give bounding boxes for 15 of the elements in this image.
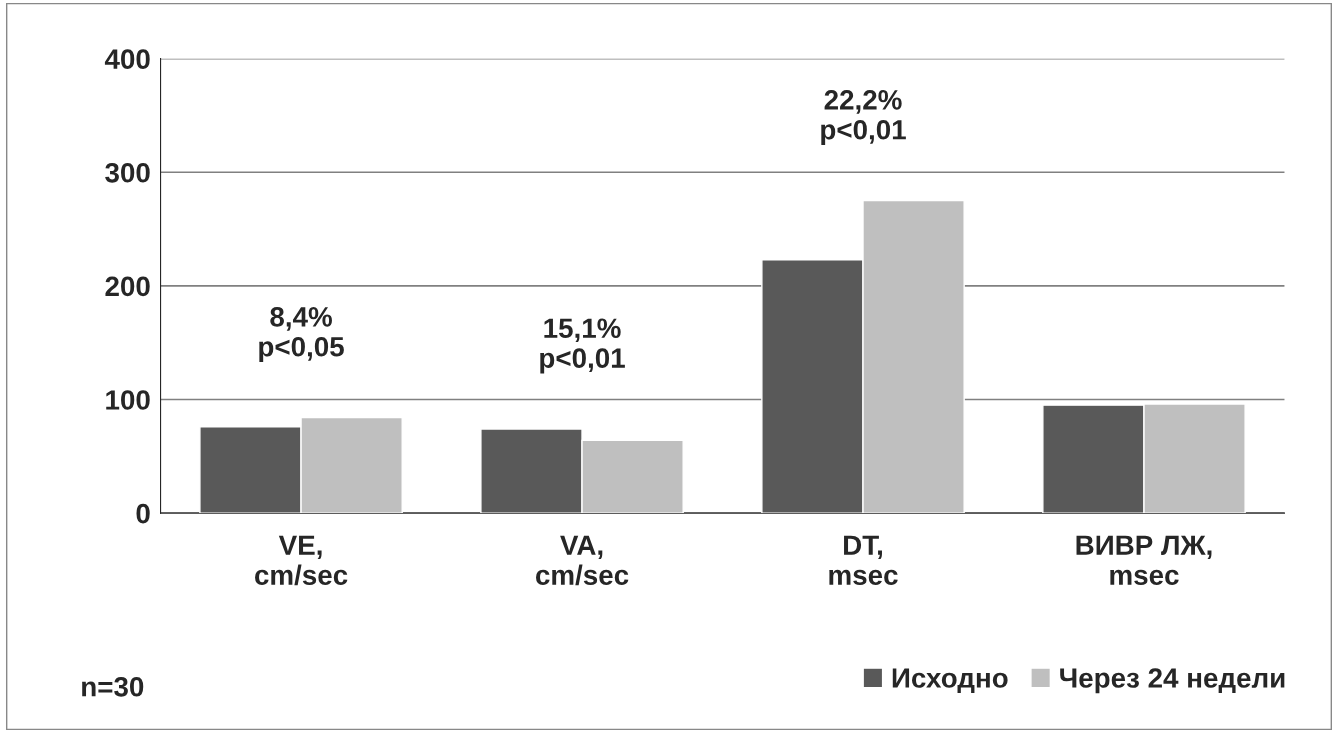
annotation: 8,4% p<0,05 xyxy=(259,307,344,363)
annotation: 15,1% p<0,01 xyxy=(540,318,625,374)
x-tick-label: VE, cm/sec xyxy=(255,535,348,586)
x-tick-label: VA, cm/sec xyxy=(536,535,629,586)
text: n=30 xyxy=(82,676,144,697)
y-tick-label: 200 xyxy=(105,276,150,297)
y-tick-label: 400 xyxy=(104,49,150,69)
x-tick-label: ВИВР ЛЖ, msec xyxy=(1076,535,1212,585)
legend-label: Исходно xyxy=(892,668,1008,694)
y-tick-label: 100 xyxy=(106,390,150,410)
x-tick-label: DT, msec xyxy=(829,535,898,585)
y-tick-label: 0 xyxy=(136,503,150,524)
legend-label: Через 24 недели xyxy=(1060,668,1285,694)
y-tick-label: 300 xyxy=(105,162,150,183)
annotation: 22,2% p<0,01 xyxy=(821,90,906,146)
